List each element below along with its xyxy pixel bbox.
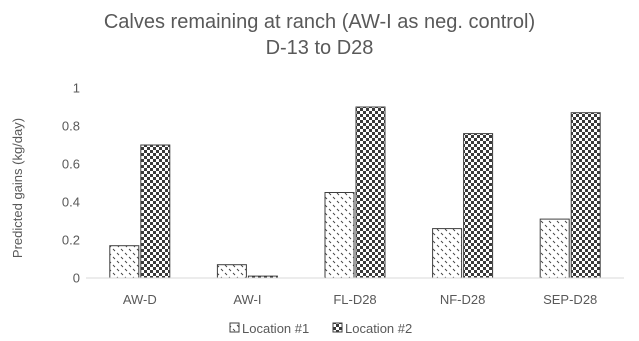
legend-label-location-2: Location #2: [345, 321, 412, 336]
y-axis-title: Predicted gains (kg/day): [10, 118, 25, 258]
legend-swatch-location-2: [332, 322, 343, 333]
bar-location-1-aw-i: [216, 264, 247, 279]
bar-location-2-nf-d28: [463, 133, 494, 279]
y-axis: 0 0.2 0.4 0.6 0.8 1: [62, 81, 80, 286]
legend: Location #1 Location #2: [229, 321, 412, 336]
y-tick-label: 0: [73, 271, 80, 286]
bars: [109, 106, 601, 279]
y-tick-label: 0.8: [62, 119, 80, 134]
x-tick-label: SEP-D28: [543, 292, 597, 307]
bar-location-1-nf-d28: [432, 228, 463, 279]
x-tick-label: AW-I: [233, 292, 261, 307]
chart-subtitle: D-13 to D28: [266, 37, 374, 59]
x-axis: AW-D AW-I FL-D28 NF-D28 SEP-D28: [123, 292, 597, 307]
y-tick-label: 0.2: [62, 233, 80, 248]
legend-swatch-location-1: [229, 322, 240, 333]
y-tick-label: 0.4: [62, 195, 80, 210]
chart-title: Calves remaining at ranch (AW-I as neg. …: [104, 11, 535, 33]
legend-label-location-1: Location #1: [242, 321, 309, 336]
bar-location-2-aw-d: [140, 144, 171, 279]
bar-location-1-aw-d: [109, 245, 140, 279]
y-tick-label: 1: [73, 81, 80, 96]
y-tick-label: 0.6: [62, 157, 80, 172]
x-tick-label: AW-D: [123, 292, 157, 307]
bar-location-1-sep-d28: [539, 218, 570, 279]
bar-location-1-fl-d28: [324, 192, 355, 279]
bar-location-2-fl-d28: [355, 106, 386, 279]
x-tick-label: FL-D28: [333, 292, 376, 307]
x-tick-label: NF-D28: [440, 292, 486, 307]
bar-location-2-sep-d28: [570, 112, 601, 279]
